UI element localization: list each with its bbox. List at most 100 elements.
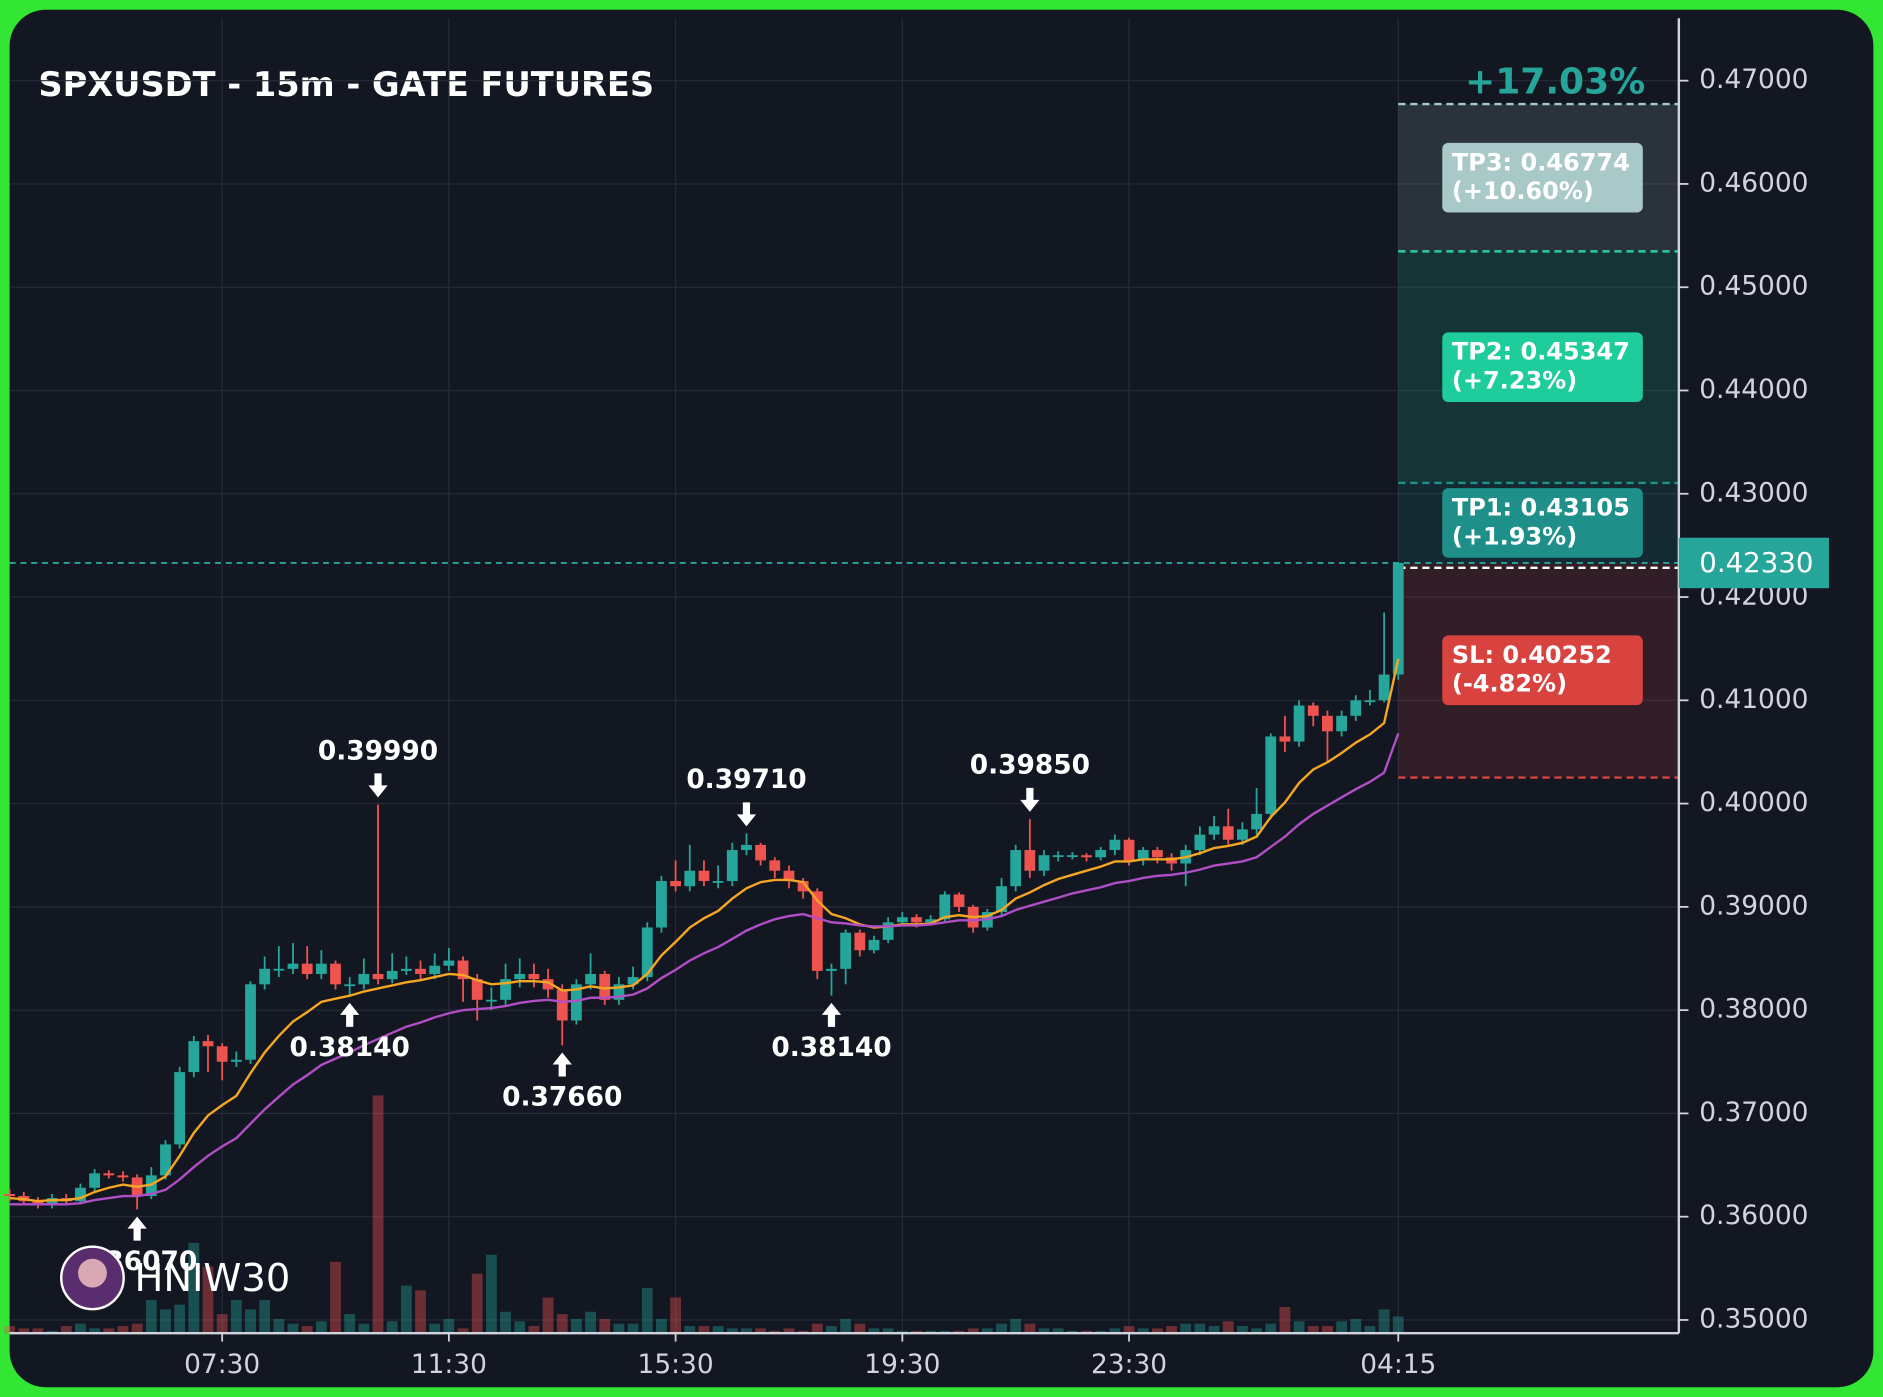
annotation-arrow	[552, 1052, 572, 1077]
volume-bar	[1350, 1318, 1362, 1334]
volume-bar	[1336, 1321, 1348, 1334]
volume-bar	[485, 1254, 497, 1334]
candle-body	[330, 963, 341, 985]
volume-bar	[1024, 1323, 1036, 1334]
candle-body	[585, 973, 596, 985]
candle-body	[641, 927, 653, 978]
level-change: (+10.60%)	[1452, 177, 1594, 205]
volume-bar	[500, 1311, 511, 1334]
y-tick-label: 0.44000	[1699, 374, 1808, 405]
candle-body	[556, 989, 568, 1021]
candle-body	[684, 870, 696, 887]
volume-bar	[996, 1323, 1007, 1334]
volume-bar	[1222, 1321, 1234, 1334]
volume-bar	[1052, 1328, 1064, 1334]
volume-bar	[641, 1287, 653, 1334]
volume-bar	[571, 1318, 582, 1334]
candle-body	[1350, 700, 1362, 716]
volume-bar	[698, 1326, 710, 1334]
candle-body	[500, 979, 511, 1000]
candle-body	[868, 939, 880, 951]
volume-bar	[160, 1309, 171, 1334]
candle-body	[358, 973, 370, 985]
candle-body	[1293, 705, 1305, 742]
volume-bar	[301, 1326, 313, 1334]
volume-bar	[1251, 1328, 1262, 1334]
avatar-face	[78, 1258, 107, 1288]
y-tick-label: 0.45000	[1699, 271, 1808, 302]
volume-bar	[60, 1326, 72, 1334]
candle-body	[514, 973, 526, 980]
volume-bar	[4, 1326, 16, 1334]
y-tick-label: 0.43000	[1699, 477, 1808, 508]
volume-bar	[1180, 1323, 1192, 1334]
volume-bar	[1194, 1323, 1206, 1334]
volume-bar	[259, 1299, 271, 1334]
volume-bar	[131, 1323, 143, 1334]
volume-bar	[840, 1318, 852, 1334]
volume-bar	[230, 1299, 242, 1334]
candle-body	[103, 1173, 115, 1176]
volume-bar	[273, 1318, 285, 1334]
volume-bar	[1322, 1326, 1333, 1334]
volume-bar	[726, 1328, 738, 1334]
volume-bar	[471, 1273, 483, 1334]
volume-bar	[826, 1326, 837, 1334]
volume-bar	[344, 1314, 356, 1334]
candle-body	[443, 960, 455, 966]
y-tick-label: 0.47000	[1699, 64, 1808, 95]
price-tag-box	[1678, 537, 1829, 589]
level-label: TP3: 0.46774	[1452, 148, 1630, 176]
candle-body	[174, 1072, 186, 1145]
candle-body	[783, 870, 795, 882]
level-box	[1442, 635, 1643, 706]
level-label: TP2: 0.45347	[1452, 338, 1630, 366]
x-tick-label: 19:30	[864, 1349, 940, 1380]
annotation-arrow	[821, 1002, 842, 1027]
volume-bar	[1123, 1326, 1135, 1334]
candle-body	[741, 844, 752, 851]
volume-bar	[542, 1297, 554, 1334]
volume-bar	[174, 1304, 186, 1334]
volume-bar	[216, 1314, 228, 1334]
level-label: SL: 0.40252	[1452, 641, 1612, 669]
candle-body	[1364, 700, 1376, 703]
y-tick-label: 0.37000	[1699, 1097, 1808, 1128]
candle-body	[1251, 813, 1262, 830]
watermark: HNIW30	[135, 1256, 291, 1301]
volume-bar	[245, 1309, 256, 1334]
volume-bar	[415, 1290, 426, 1334]
level-change: (+7.23%)	[1452, 367, 1577, 395]
candle-body	[273, 968, 285, 971]
volume-bar	[103, 1328, 115, 1334]
annotation-label: 0.39710	[686, 764, 806, 795]
x-tick-label: 07:30	[184, 1349, 260, 1380]
panel	[9, 9, 1874, 1388]
candle-body	[415, 968, 426, 974]
volume-bar	[741, 1328, 752, 1334]
candle-body	[457, 960, 469, 980]
candle-body	[1151, 850, 1163, 858]
volume-bar	[811, 1323, 823, 1334]
level-label: TP1: 0.43105	[1452, 494, 1630, 522]
level-box	[1442, 332, 1643, 402]
volume-bar	[1208, 1326, 1220, 1334]
candle-body	[160, 1144, 171, 1176]
level-change: (+1.93%)	[1452, 522, 1577, 550]
level-change: (-4.82%)	[1452, 670, 1567, 698]
candle-body	[599, 973, 611, 1000]
candle-body	[1392, 562, 1404, 675]
volume-bar	[670, 1297, 682, 1334]
candle-body	[1095, 850, 1107, 858]
candle-body	[429, 965, 441, 974]
level-box	[1442, 488, 1643, 558]
volume-bar	[868, 1328, 880, 1334]
candle-body	[386, 970, 398, 980]
volume-bar	[358, 1323, 370, 1334]
candle-body	[911, 917, 922, 923]
annotation-arrow	[340, 1002, 360, 1027]
price-tag: 0.42330	[1678, 537, 1829, 589]
candle-body	[1307, 705, 1319, 716]
candle-body	[1123, 839, 1135, 861]
